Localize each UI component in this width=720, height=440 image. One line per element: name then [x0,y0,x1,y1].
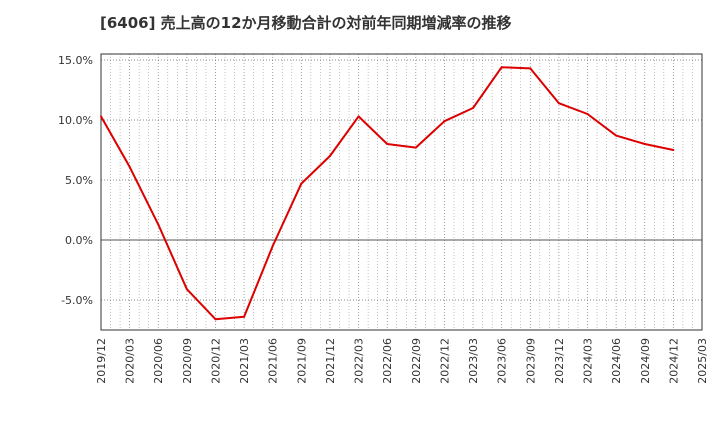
x-tick-label: 2022/06 [381,338,394,384]
data-point [672,149,675,151]
data-point [586,113,589,115]
y-tick-label: -5.0% [61,294,93,307]
x-tick-label: 2023/06 [496,338,509,384]
x-tick-label: 2023/09 [524,338,537,384]
data-point [128,165,131,168]
x-tick-label: 2020/06 [152,338,165,384]
x-tick-label: 2021/12 [324,338,337,384]
x-tick-label: 2020/12 [209,338,222,384]
data-point [414,146,417,149]
x-tick-label: 2024/03 [582,338,595,384]
plot-area [101,54,702,330]
x-tick-label: 2024/12 [667,338,680,384]
data-point [271,245,274,247]
x-tick-label: 2024/09 [639,338,652,384]
data-point [300,182,303,185]
data-point [529,67,532,70]
x-tick-label: 2021/09 [295,338,308,384]
x-tick-label: 2022/12 [438,338,451,384]
data-point [386,143,389,145]
y-tick-label: 5.0% [65,174,93,187]
y-tick-label: 15.0% [58,54,93,67]
data-point [443,120,446,123]
data-point [243,315,246,318]
x-tick-label: 2020/09 [181,338,194,384]
x-tick-label: 2020/03 [124,338,137,384]
data-point [643,143,646,145]
plot-border [100,53,703,331]
data-point [557,102,560,105]
x-tick-label: 2021/03 [238,338,251,384]
data-point [214,318,217,321]
data-point [357,115,360,118]
x-tick-label: 2024/06 [610,338,623,384]
y-tick-label: 0.0% [65,234,93,247]
x-tick-label: 2019/12 [95,338,108,384]
x-tick-label: 2022/03 [353,338,366,384]
data-point [100,115,102,118]
y-tick-label: 10.0% [58,114,93,127]
data-point [328,155,331,157]
x-tick-label: 2023/12 [553,338,566,384]
x-tick-label: 2022/09 [410,338,423,384]
x-tick-label: 2025/03 [696,338,709,384]
data-point [185,288,188,291]
data-point [472,107,475,109]
data-point [157,223,160,226]
data-point [615,134,618,137]
x-tick-label: 2021/06 [267,338,280,384]
x-tick-label: 2023/03 [467,338,480,384]
data-point [500,66,503,69]
chart-title: [6406] 売上高の12か月移動合計の対前年同期増減率の推移 [100,14,512,32]
